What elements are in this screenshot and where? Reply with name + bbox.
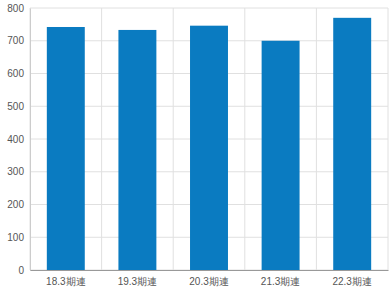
y-axis-line	[30, 9, 31, 271]
category-divider	[30, 8, 31, 270]
category-divider	[388, 8, 389, 270]
x-tick-label: 20.3期連	[189, 276, 228, 287]
x-axis-line	[31, 270, 389, 271]
x-tick-label: 19.3期連	[118, 276, 157, 287]
y-tick: 300	[7, 166, 30, 177]
bar	[190, 26, 228, 270]
y-tick-label: 600	[7, 68, 24, 79]
grid	[30, 8, 388, 270]
y-tick: 0	[18, 265, 30, 276]
x-tick: 18.3期連	[46, 270, 85, 287]
y-tick: 100	[7, 232, 30, 243]
y-tick: 800	[7, 3, 30, 14]
y-tick-label: 200	[7, 199, 24, 210]
bar	[47, 27, 85, 270]
y-tick: 500	[7, 101, 30, 112]
y-tick-label: 700	[7, 35, 24, 46]
y-tick: 600	[7, 68, 30, 79]
category-divider	[244, 8, 245, 270]
bars	[47, 18, 371, 270]
x-tick-label: 22.3期連	[332, 276, 371, 287]
x-tick-label: 18.3期連	[46, 276, 85, 287]
y-tick-label: 500	[7, 101, 24, 112]
category-divider	[101, 8, 102, 270]
y-tick: 200	[7, 199, 30, 210]
y-tick-label: 800	[7, 3, 24, 14]
x-tick-label: 21.3期連	[261, 276, 300, 287]
y-tick-label: 400	[7, 134, 24, 145]
y-tick: 700	[7, 35, 30, 46]
x-tick: 20.3期連	[189, 270, 228, 287]
category-divider	[173, 8, 174, 270]
y-tick-label: 0	[18, 265, 24, 276]
x-axis: 18.3期連 19.3期連 20.3期連 21.3期連 22.3期連	[31, 270, 389, 287]
bar	[262, 41, 300, 270]
y-tick: 400	[7, 134, 30, 145]
y-tick-label: 300	[7, 166, 24, 177]
y-axis: 0 100 200 300 400 500 600 700 800	[7, 3, 30, 276]
bar	[118, 30, 156, 270]
grid-line	[30, 8, 388, 9]
x-tick: 22.3期連	[332, 270, 371, 287]
bar	[333, 18, 371, 270]
category-divider	[316, 8, 317, 270]
x-tick: 19.3期連	[118, 270, 157, 287]
x-tick: 21.3期連	[261, 270, 300, 287]
y-tick-label: 100	[7, 232, 24, 243]
